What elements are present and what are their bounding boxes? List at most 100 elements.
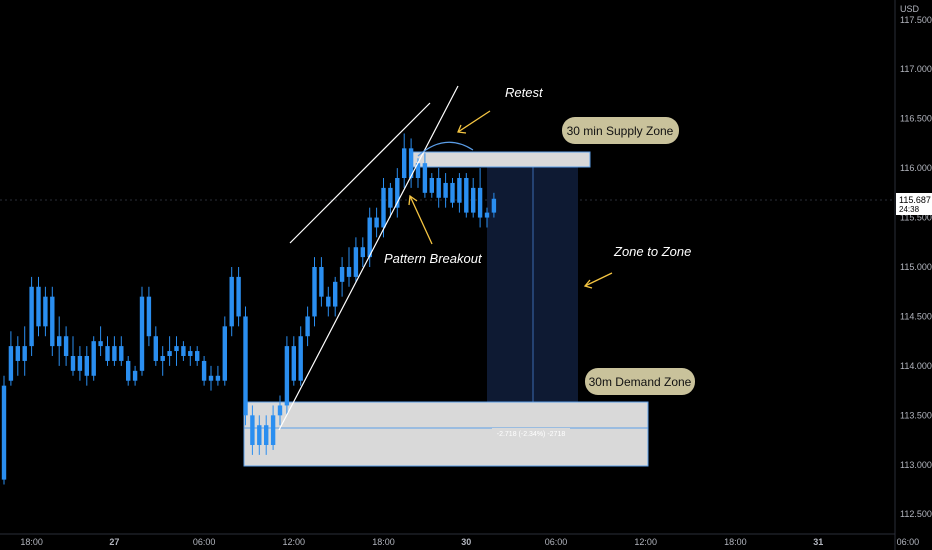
candle-body[interactable] [63, 336, 69, 356]
currency-label: USD [900, 4, 920, 14]
candle-body[interactable] [15, 346, 20, 361]
demand-zone[interactable] [243, 401, 649, 467]
candle-body[interactable] [395, 178, 400, 208]
candle-body[interactable] [22, 346, 27, 361]
candle-body[interactable] [153, 336, 158, 361]
time-tick-label: 31 [813, 537, 823, 547]
candle-body[interactable] [8, 346, 14, 381]
candle-body[interactable] [422, 163, 428, 193]
time-tick-label: 06:00 [193, 537, 216, 547]
candle-body[interactable] [484, 212, 490, 218]
supply-zone-callout[interactable]: 30 min Supply Zone [562, 117, 679, 144]
candle-body[interactable] [305, 316, 310, 337]
supply-zone[interactable] [411, 151, 591, 168]
candle-body[interactable] [195, 351, 200, 361]
candle-body[interactable] [119, 346, 124, 361]
time-axis[interactable]: 18:00 27 06:00 12:00 18:00 30 06:00 12:00 18:00 3… [0, 533, 932, 547]
candle-body[interactable] [1, 385, 7, 480]
zone-to-zone-label: Zone to Zone [613, 244, 691, 259]
demand-zone-callout[interactable]: 30m Demand Zone [585, 368, 695, 395]
candle-body[interactable] [112, 346, 117, 361]
candle-body[interactable] [43, 296, 48, 327]
lower-trendline[interactable] [278, 85, 459, 431]
candle-body[interactable] [236, 276, 241, 317]
candle-body[interactable] [167, 351, 172, 356]
candle-body[interactable] [229, 276, 234, 327]
zone-arrow-icon [583, 272, 613, 289]
candle-body[interactable] [84, 356, 89, 376]
candle-body[interactable] [208, 375, 214, 381]
price-axis[interactable]: USD 117.500 117.000 116.500 116.000 115.500 1… [894, 0, 932, 550]
candle-body[interactable] [333, 281, 338, 307]
price-tick-label: 117.500 [900, 15, 932, 25]
candle-body[interactable] [284, 346, 290, 406]
candle-body[interactable] [319, 267, 324, 297]
price-tick-label: 116.500 [900, 114, 932, 124]
candle-body[interactable] [139, 296, 145, 371]
candle-body[interactable] [126, 360, 131, 381]
candle-body[interactable] [374, 217, 379, 228]
candle-body[interactable] [360, 247, 365, 258]
candle-body[interactable] [491, 198, 497, 213]
candle-body[interactable] [70, 356, 76, 371]
candle-body[interactable] [277, 405, 283, 416]
candle-body[interactable] [471, 187, 476, 213]
candle-body[interactable] [250, 415, 255, 445]
retest-arc [417, 141, 474, 157]
candle-body[interactable] [381, 187, 386, 228]
candle-body[interactable] [188, 351, 193, 356]
candle-body[interactable] [91, 341, 96, 376]
candle-body[interactable] [222, 326, 227, 381]
candle-body[interactable] [326, 296, 331, 307]
candle-body[interactable] [160, 356, 165, 361]
candle-body[interactable] [29, 286, 34, 347]
time-tick-label: 06:00 [545, 537, 568, 547]
candle-body[interactable] [402, 148, 407, 178]
candle-body[interactable] [201, 360, 207, 381]
candle-body[interactable] [243, 316, 248, 416]
time-tick-label: 12:00 [634, 537, 657, 547]
candle-body[interactable] [312, 267, 317, 317]
candle-body[interactable] [436, 178, 441, 198]
candles [1, 133, 497, 485]
candle-body[interactable] [291, 346, 296, 381]
candle-body[interactable] [388, 187, 393, 208]
candle-body[interactable] [367, 217, 372, 258]
price-tick-label: 115.500 [900, 213, 932, 223]
candle-body[interactable] [132, 370, 138, 381]
candle-body[interactable] [429, 178, 434, 193]
candle-body[interactable] [77, 356, 83, 371]
candle-body[interactable] [105, 346, 110, 361]
candle-body[interactable] [298, 336, 303, 381]
bar-countdown: 24:38 [899, 205, 920, 214]
candle-body[interactable] [181, 346, 186, 356]
candle-body[interactable] [339, 267, 345, 282]
upper-trendline[interactable] [289, 102, 431, 244]
time-tick-label: 18:00 [372, 537, 395, 547]
candle-body[interactable] [443, 182, 448, 198]
candle-body[interactable] [464, 178, 469, 213]
candle-body[interactable] [36, 286, 41, 327]
candle-body[interactable] [353, 247, 359, 277]
candle-body[interactable] [215, 375, 221, 381]
candle-body[interactable] [450, 182, 455, 203]
candle-body[interactable] [270, 415, 276, 445]
candle-body[interactable] [477, 187, 483, 218]
candle-body[interactable] [57, 336, 62, 347]
candle-body[interactable] [146, 296, 152, 337]
candle-body[interactable] [408, 148, 414, 178]
pattern-breakout-label: Pattern Breakout [384, 251, 483, 266]
breakout-arrow-icon [408, 194, 433, 245]
candle-body[interactable] [257, 425, 262, 445]
candle-body[interactable] [415, 163, 421, 178]
candle-body[interactable] [264, 425, 269, 445]
candle-body[interactable] [98, 341, 103, 347]
candle-body[interactable] [50, 296, 55, 347]
measure-label: -2.718 (-2.34%) -2718 [497, 431, 566, 438]
candle-body[interactable] [174, 346, 179, 352]
candle-body[interactable] [457, 178, 462, 203]
candle-body[interactable] [346, 267, 352, 277]
supply-zone-callout-text: 30 min Supply Zone [567, 124, 674, 138]
